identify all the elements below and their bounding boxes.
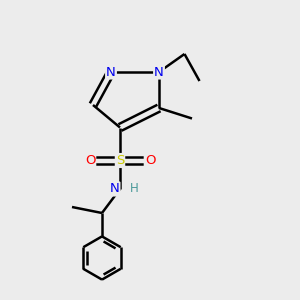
Text: S: S xyxy=(116,154,124,167)
Text: O: O xyxy=(85,154,95,167)
Text: O: O xyxy=(145,154,155,167)
Text: N: N xyxy=(110,182,119,196)
Text: N: N xyxy=(154,65,164,79)
Text: N: N xyxy=(106,65,116,79)
Text: H: H xyxy=(130,182,139,196)
